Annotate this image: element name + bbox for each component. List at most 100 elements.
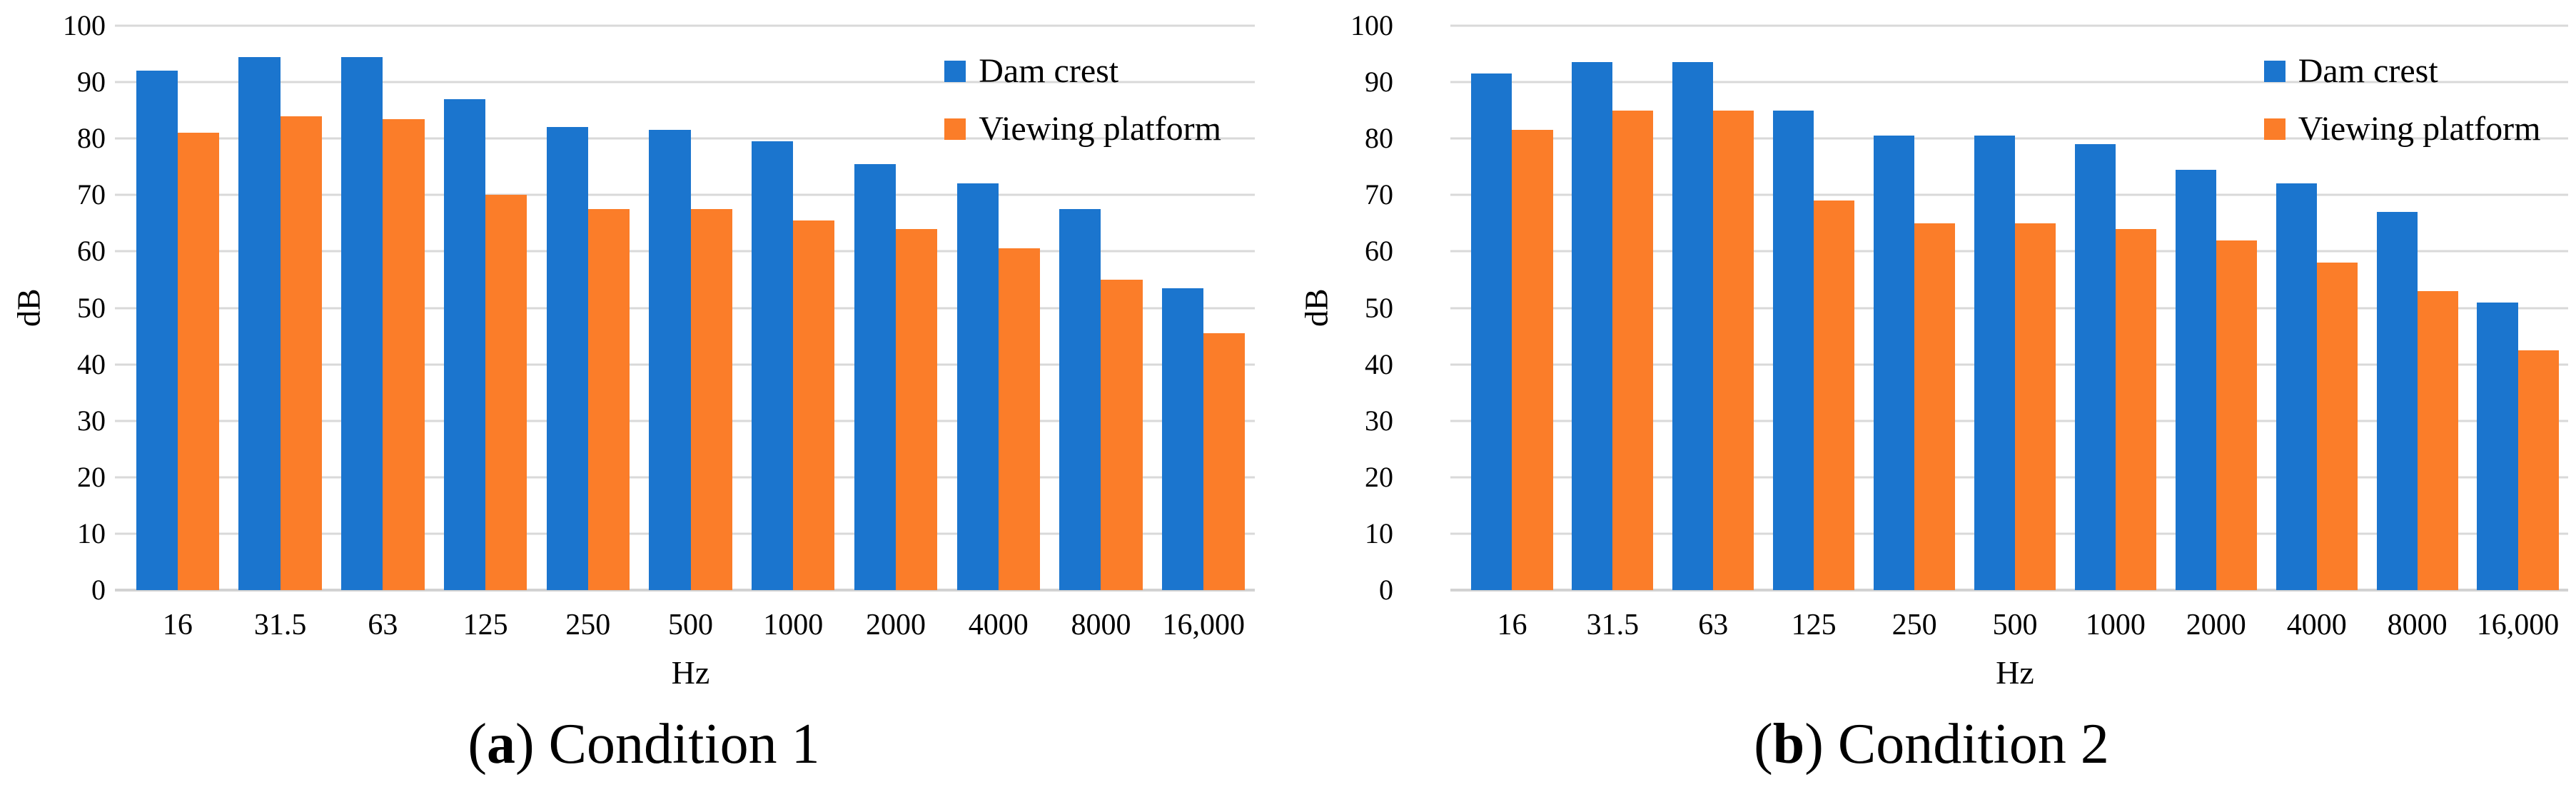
- bar-dam-crest: [854, 163, 896, 590]
- bar-group-63: [331, 26, 434, 590]
- chart-panel-condition-1: dB 0 10 20 30 40 50 60 70 80 90 100 Dam crest Viewi…: [11, 11, 1255, 776]
- x-tick-label-16: 16: [1497, 609, 1527, 641]
- y-tick-label-50: 50: [1365, 291, 1393, 324]
- bar-group-1000: [742, 26, 844, 590]
- x-tick-label-500: 500: [668, 609, 714, 641]
- x-tick-label-16: 16: [162, 609, 193, 641]
- caption-open-paren: (: [468, 713, 487, 776]
- x-tick-label-16000: 16,000: [2476, 609, 2560, 641]
- y-tick-label-100: 100: [1350, 9, 1393, 41]
- x-tick-label-4000: 4000: [968, 609, 1029, 641]
- legend-label: Dam crest: [979, 52, 1119, 90]
- bar-viewing-platform: [1203, 333, 1246, 590]
- y-tick-label-30: 30: [1365, 404, 1393, 437]
- x-tick-label-125: 125: [463, 609, 508, 641]
- bar-viewing-platform: [280, 116, 322, 590]
- bar-dam-crest: [1572, 62, 1613, 590]
- bar-group-16: [126, 26, 229, 590]
- y-tick-label-100: 100: [63, 9, 106, 41]
- gridline-90: [115, 81, 1255, 83]
- bar-group-31.5: [1562, 26, 1663, 590]
- x-tick-label-125: 125: [1791, 609, 1837, 641]
- bar-dam-crest: [1874, 136, 1915, 590]
- bar-dam-crest: [752, 141, 794, 590]
- bar-group-4000: [2266, 26, 2367, 590]
- y-tick-label-60: 60: [1365, 235, 1393, 268]
- y-tick-label-10: 10: [1365, 517, 1393, 549]
- bar-dam-crest: [1974, 136, 2015, 590]
- bar-group-63: [1663, 26, 1764, 590]
- legend-label: Dam crest: [2298, 52, 2438, 90]
- x-tick-label-4000: 4000: [2286, 609, 2347, 641]
- bar-viewing-platform: [587, 209, 630, 590]
- bar-group-1000: [2065, 26, 2166, 590]
- bar-dam-crest: [1059, 209, 1101, 590]
- x-tick-label-1000: 1000: [2085, 609, 2146, 641]
- x-tick-label-1000: 1000: [763, 609, 824, 641]
- y-tick-label-80: 80: [1365, 122, 1393, 155]
- bar-group-2000: [844, 26, 947, 590]
- x-tick-label-31.5: 31.5: [1586, 609, 1640, 641]
- x-tick-label-250: 250: [1891, 609, 1937, 641]
- bar-viewing-platform: [485, 195, 527, 590]
- legend-swatch-icon: [2263, 118, 2285, 140]
- bar-group-8000: [1050, 26, 1153, 590]
- y-tick-label-40: 40: [77, 347, 106, 380]
- x-tick-label-16000: 16,000: [1162, 609, 1245, 641]
- bar-viewing-platform: [1612, 110, 1654, 590]
- bar-dam-crest: [2376, 212, 2418, 590]
- bar-group-125: [1764, 26, 1864, 590]
- bar-viewing-platform: [1713, 110, 1754, 590]
- x-axis-title: Hz: [671, 654, 710, 691]
- x-axis-ticks: 16 31.5 63 125 250 500 1000 2000 4000 8000 16,000: [126, 600, 1255, 640]
- bar-group-2000: [2166, 26, 2266, 590]
- x-axis-ticks: 16 31.5 63 125 250 500 1000 2000 4000 8000 16,000: [1462, 600, 2568, 640]
- bar-group-8000: [2367, 26, 2468, 590]
- bar-viewing-platform: [1512, 130, 1553, 590]
- bar-group-125: [434, 26, 537, 590]
- y-tick-label-20: 20: [77, 460, 106, 493]
- plot-area: Dam crest Viewing platform: [1450, 24, 2568, 592]
- bar-dam-crest: [1672, 62, 1714, 590]
- x-tick-label-2000: 2000: [2186, 609, 2246, 641]
- y-tick-label-90: 90: [77, 66, 106, 98]
- y-axis-ticks: 0 10 20 30 40 50 60 70 80 90 100: [1338, 11, 1393, 604]
- y-tick-label-70: 70: [77, 178, 106, 211]
- legend: Dam crest Viewing platform: [2263, 51, 2540, 148]
- y-tick-label-70: 70: [1365, 178, 1393, 211]
- legend-swatch-icon: [944, 60, 966, 82]
- bar-dam-crest: [546, 127, 588, 590]
- x-tick-label-63: 63: [368, 609, 398, 641]
- x-tick-label-250: 250: [565, 609, 611, 641]
- bar-viewing-platform: [1101, 279, 1143, 590]
- x-tick-label-8000: 8000: [1071, 609, 1131, 641]
- bar-viewing-platform: [2316, 263, 2358, 590]
- legend-swatch-icon: [2263, 60, 2285, 82]
- bar-viewing-platform: [1914, 223, 1956, 590]
- bar-viewing-platform: [2417, 290, 2458, 590]
- gridline-0: [115, 589, 1255, 592]
- legend-swatch-icon: [944, 118, 966, 140]
- bar-dam-crest: [2477, 302, 2518, 590]
- chart-panel-condition-2: dB 0 10 20 30 40 50 60 70 80 90 100 Dam crest Viewi…: [1288, 0, 2575, 802]
- caption-text: ) Condition 1: [515, 713, 820, 776]
- bar-dam-crest: [2074, 144, 2116, 590]
- bar-dam-crest: [649, 130, 691, 590]
- gridline-100: [1450, 24, 2568, 27]
- bar-viewing-platform: [383, 118, 425, 590]
- bar-dam-crest: [1773, 110, 1814, 590]
- y-axis-ticks: 0 10 20 30 40 50 60 70 80 90 100: [50, 11, 106, 604]
- bar-viewing-platform: [2014, 223, 2056, 590]
- x-tick-label-63: 63: [1698, 609, 1729, 641]
- bar-viewing-platform: [2517, 350, 2559, 590]
- y-tick-label-60: 60: [77, 235, 106, 268]
- plot-area: Dam crest Viewing platform: [115, 24, 1255, 592]
- legend-item-viewing-platform: Viewing platform: [2263, 109, 2540, 148]
- y-tick-label-0: 0: [1379, 574, 1393, 606]
- x-axis-title: Hz: [1996, 654, 2034, 691]
- y-tick-label-90: 90: [1365, 66, 1393, 98]
- bar-dam-crest: [2175, 169, 2216, 590]
- x-tick-label-2000: 2000: [866, 609, 926, 641]
- bar-groups: [126, 26, 1255, 590]
